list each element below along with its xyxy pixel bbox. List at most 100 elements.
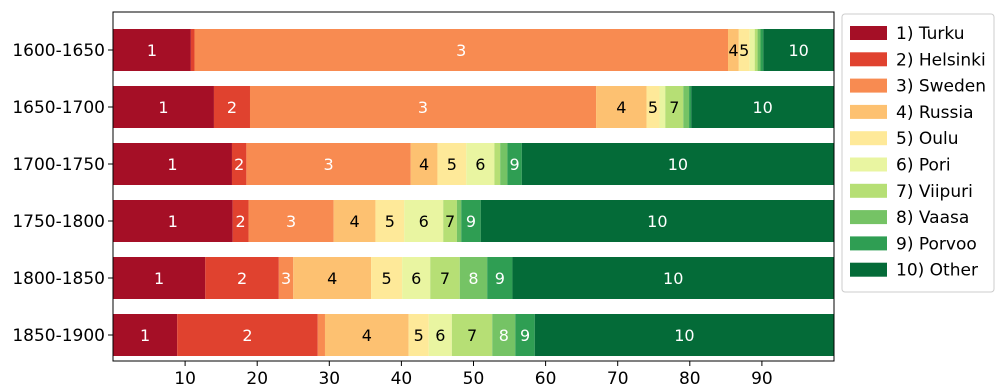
segment-label-1750-1800-10: 10 [647,212,667,231]
segment-label-1850-1900-9: 9 [520,326,530,345]
bar-segment-1650-1700-8 [683,86,689,128]
segment-label-1800-1850-10: 10 [663,269,683,288]
legend-swatch-3 [850,79,887,93]
segment-label-1650-1700-1: 1 [158,98,168,117]
segment-label-1850-1900-8: 8 [499,326,509,345]
y-tick-label: 1650-1700 [12,98,105,118]
segment-label-1600-1650-5: 5 [739,41,749,60]
legend-label-9: 9) Porvoo [896,234,977,254]
segment-label-1700-1750-10: 10 [668,155,688,174]
bar-segment-1600-1650-7 [755,29,758,71]
segment-label-1800-1850-9: 9 [495,269,505,288]
segment-label-1800-1850-2: 2 [237,269,247,288]
legend-swatch-4 [850,105,887,119]
segment-label-1750-1800-3: 3 [286,212,296,231]
legend-label-3: 3) Sweden [896,77,986,97]
bar-segment-1600-1650-2 [191,29,195,71]
segment-label-1650-1700-2: 2 [227,98,237,117]
segment-label-1650-1700-10: 10 [752,98,772,117]
segment-label-1750-1800-5: 5 [385,212,395,231]
segment-label-1750-1800-7: 7 [445,212,455,231]
segment-label-1850-1900-6: 6 [435,326,445,345]
segment-label-1600-1650-4: 4 [728,41,738,60]
x-tick-label: 30 [318,369,340,389]
segment-label-1850-1900-5: 5 [414,326,424,345]
x-tick-label: 40 [391,369,413,389]
x-tick-label: 60 [535,369,557,389]
y-tick-label: 1700-1750 [12,155,105,175]
bar-segment-1650-1700-9 [689,86,691,128]
y-tick-label: 1850-1900 [12,326,105,346]
y-tick-label: 1600-1650 [12,41,105,61]
segment-label-1700-1750-5: 5 [447,155,457,174]
legend-label-1: 1) Turku [896,24,965,44]
legend-label-7: 7) Viipuri [896,182,973,202]
legend-swatch-10 [850,263,887,277]
segment-label-1800-1850-4: 4 [327,269,337,288]
segment-label-1650-1700-3: 3 [418,98,428,117]
segment-label-1650-1700-5: 5 [648,98,658,117]
bar-segment-1750-1800-8 [457,200,461,242]
segment-label-1700-1750-1: 1 [167,155,177,174]
legend-label-6: 6) Pori [896,156,951,176]
legend-swatch-6 [850,158,887,172]
legend-swatch-1 [850,26,887,40]
segment-label-1700-1750-9: 9 [510,155,520,174]
segment-label-1800-1850-5: 5 [382,269,392,288]
legend-swatch-2 [850,52,887,66]
bar-segment-1600-1650-6 [750,29,755,71]
legend-label-4: 4) Russia [896,103,974,123]
bar-segment-1650-1700-6 [660,86,666,128]
segment-label-1750-1800-6: 6 [419,212,429,231]
segment-label-1850-1900-1: 1 [140,326,150,345]
x-tick-label: 80 [679,369,701,389]
x-tick-label: 20 [246,369,268,389]
segment-label-1850-1900-10: 10 [674,326,694,345]
legend-swatch-7 [850,184,887,198]
segment-label-1700-1750-6: 6 [475,155,485,174]
segment-label-1750-1800-2: 2 [236,212,246,231]
segment-label-1750-1800-9: 9 [466,212,476,231]
y-tick-label: 1800-1850 [12,269,105,289]
y-tick-label: 1750-1800 [12,212,105,232]
bar-segment-1700-1750-7 [494,143,500,185]
legend-swatch-9 [850,236,887,250]
segment-label-1750-1800-1: 1 [168,212,178,231]
segment-label-1600-1650-1: 1 [147,41,157,60]
segment-label-1800-1850-7: 7 [440,269,450,288]
bar-segment-1700-1750-8 [500,143,507,185]
bars-layer [113,29,834,356]
legend-label-2: 2) Helsinki [896,50,986,70]
x-tick-label: 90 [751,369,773,389]
legend-swatch-5 [850,131,887,145]
segment-label-1800-1850-8: 8 [468,269,478,288]
x-tick-label: 70 [607,369,629,389]
y-axis: 1600-1650 1650-1700 1700-1750 1750-1800 1800… [12,41,113,346]
x-tick-label: 10 [174,369,196,389]
segment-label-1800-1850-6: 6 [411,269,421,288]
bar-segment-1600-1650-8 [758,29,761,71]
legend-label-10: 10) Other [896,261,978,281]
segment-label-1800-1850-3: 3 [281,269,291,288]
segment-label-1700-1750-2: 2 [234,155,244,174]
legend-label-8: 8) Vaasa [896,208,969,228]
segment-label-1600-1650-3: 3 [456,41,466,60]
x-axis: 10 20 30 40 50 60 70 80 90 [174,361,772,389]
segment-label-1650-1700-7: 7 [669,98,679,117]
segment-label-1800-1850-1: 1 [154,269,164,288]
segment-label-1700-1750-3: 3 [323,155,333,174]
segment-label-1700-1750-4: 4 [419,155,429,174]
segment-label-1850-1900-7: 7 [467,326,477,345]
legend-label-5: 5) Oulu [896,129,959,149]
legend-swatch-8 [850,210,887,224]
segment-label-1750-1800-4: 4 [349,212,359,231]
legend: 1) Turku 2) Helsinki 3) Sweden 4) Russia 5) … [842,14,994,292]
segment-label-1850-1900-2: 2 [242,326,252,345]
segment-label-1850-1900-4: 4 [362,326,372,345]
bar-segment-1850-1900-3 [318,314,325,356]
segment-label-1650-1700-4: 4 [616,98,626,117]
x-tick-label: 50 [463,369,485,389]
bar-segment-1600-1650-9 [760,29,763,71]
segment-label-1600-1650-10: 10 [788,41,808,60]
